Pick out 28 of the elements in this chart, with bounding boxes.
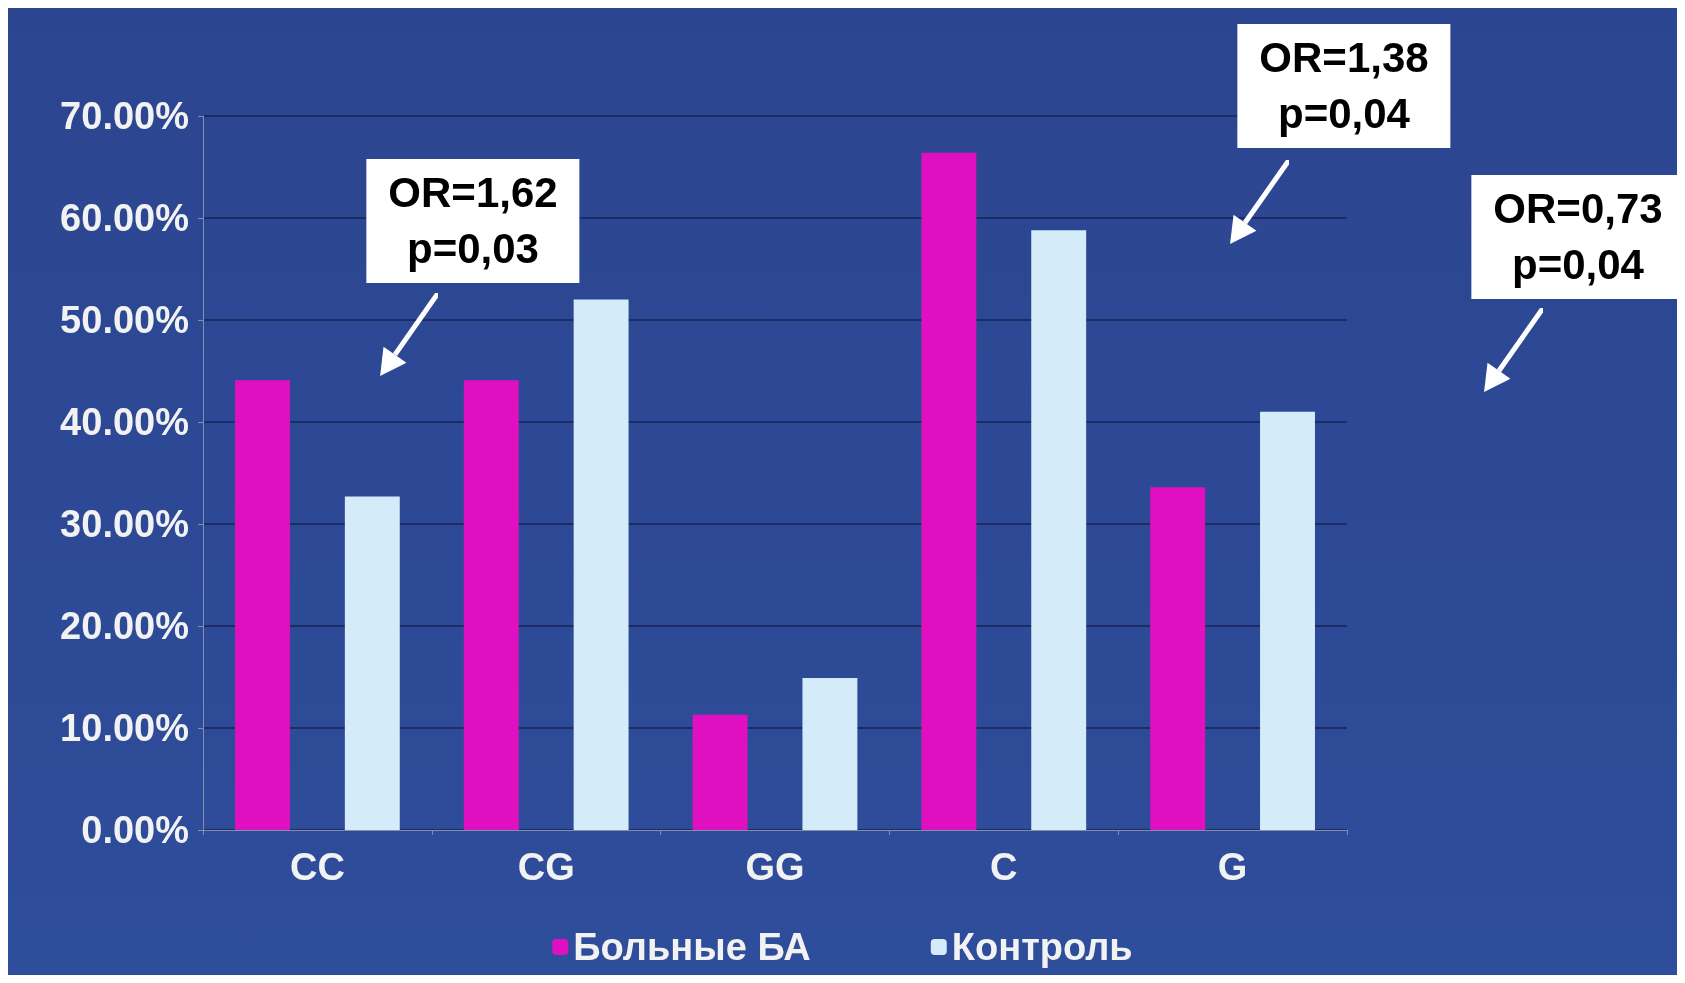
y-tick-label: 20.00% [60, 605, 189, 647]
bar [463, 380, 519, 830]
bar [802, 678, 858, 830]
bar [344, 496, 400, 830]
x-tick-label: G [1217, 846, 1248, 888]
y-tick-label: 70.00% [60, 95, 189, 137]
y-tick-label: 50.00% [60, 299, 189, 341]
legend-label: Контроль [951, 926, 1133, 968]
y-tick-label: 60.00% [60, 197, 189, 239]
y-tick-label: 0.00% [81, 809, 189, 851]
annotation: OR=1,38 p=0,04 [1237, 24, 1451, 148]
text: OR=0,73 p=0,04 [1471, 175, 1685, 299]
bar [573, 299, 629, 830]
bar [235, 380, 290, 830]
x-tick-label: C [990, 846, 1018, 888]
x-tick-label: GG [745, 846, 805, 888]
legend-label: Больные БА [573, 926, 811, 968]
bar [1031, 230, 1087, 830]
y-tick-label: 30.00% [60, 503, 189, 545]
x-tick-label: CG [517, 846, 575, 888]
annotation: OR=1,62 p=0,03 [366, 159, 580, 283]
x-tick-label: CC [289, 846, 345, 888]
y-tick-label: 40.00% [60, 401, 189, 443]
bar [692, 714, 748, 830]
y-tick-label: 10.00% [60, 707, 189, 749]
bar [1260, 411, 1315, 830]
bar [1150, 487, 1206, 830]
bar [921, 152, 977, 830]
